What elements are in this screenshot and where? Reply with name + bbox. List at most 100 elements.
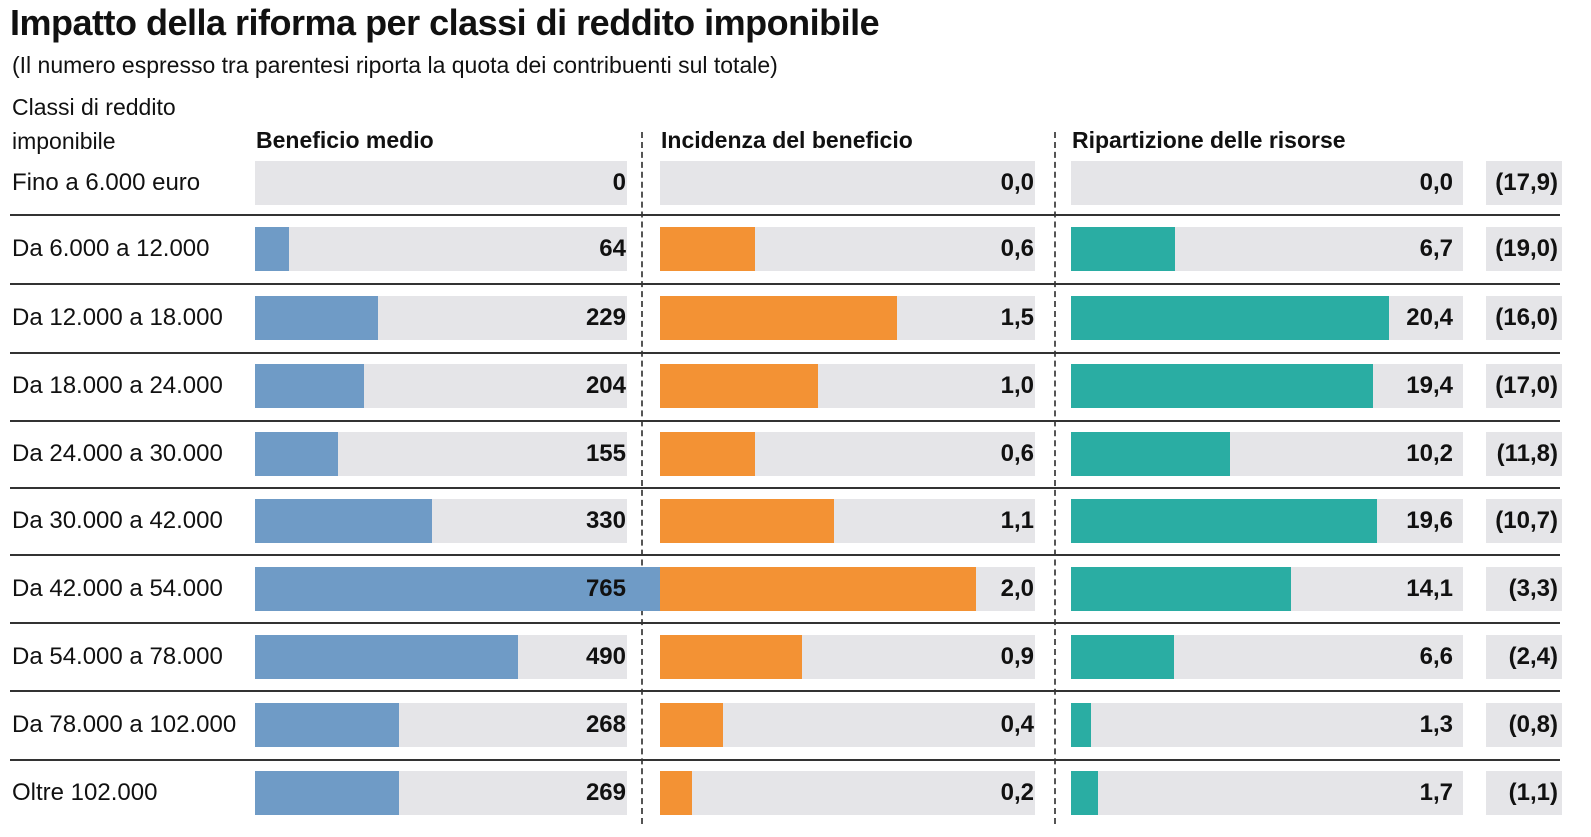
bar-track bbox=[660, 364, 1035, 408]
bar-track bbox=[1071, 296, 1463, 340]
bar-track bbox=[255, 364, 627, 408]
bar-track bbox=[255, 296, 627, 340]
bar-track bbox=[255, 432, 627, 476]
data-label: 2,0 bbox=[1000, 575, 1034, 602]
data-label: 155 bbox=[585, 440, 626, 467]
row-separator bbox=[10, 759, 1560, 761]
column-separator bbox=[1054, 132, 1056, 824]
bar-track bbox=[660, 567, 1035, 611]
taxpayer-share-label: (10,7) bbox=[1486, 499, 1562, 543]
column-header-incidenza: Incidenza del beneficio bbox=[661, 127, 913, 153]
data-label: 269 bbox=[585, 779, 626, 806]
data-label: 0,6 bbox=[1000, 235, 1034, 262]
data-label: 0 bbox=[612, 169, 626, 196]
chart-subtitle: (Il numero espresso tra parentesi riport… bbox=[12, 52, 778, 78]
data-label: 6,6 bbox=[1419, 643, 1453, 670]
data-label: 6,7 bbox=[1419, 235, 1453, 262]
data-label: 229 bbox=[585, 304, 626, 331]
bar-track bbox=[1071, 567, 1463, 611]
bar bbox=[660, 771, 692, 815]
data-label: 19,4 bbox=[1406, 372, 1453, 399]
bar bbox=[660, 296, 897, 340]
bar-track bbox=[660, 635, 1035, 679]
data-label: 1,7 bbox=[1419, 779, 1453, 806]
data-label: 20,4 bbox=[1406, 304, 1453, 331]
bar bbox=[1071, 567, 1291, 611]
data-label: 0,2 bbox=[1000, 779, 1034, 806]
bar-track bbox=[255, 499, 627, 543]
category-label: Da 30.000 a 42.000 bbox=[12, 507, 223, 534]
category-label: Da 24.000 a 30.000 bbox=[12, 440, 223, 467]
row-separator bbox=[10, 420, 1560, 422]
bar bbox=[255, 635, 518, 679]
bar-track bbox=[1071, 432, 1463, 476]
taxpayer-share-label: (1,1) bbox=[1486, 771, 1562, 815]
chart-title: Impatto della riforma per classi di redd… bbox=[10, 2, 880, 43]
bar-track bbox=[255, 703, 627, 747]
data-label: 765 bbox=[585, 575, 626, 602]
category-label: Da 78.000 a 102.000 bbox=[12, 711, 237, 738]
category-label: Da 54.000 a 78.000 bbox=[12, 643, 223, 670]
data-label: 268 bbox=[585, 711, 626, 738]
data-label: 490 bbox=[585, 643, 626, 670]
bar-track bbox=[255, 227, 627, 271]
data-label: 1,1 bbox=[1000, 507, 1034, 534]
bar bbox=[255, 296, 378, 340]
row-separator bbox=[10, 554, 1560, 556]
bar-track bbox=[660, 771, 1035, 815]
data-label: 0,6 bbox=[1000, 440, 1034, 467]
category-label: Da 6.000 a 12.000 bbox=[12, 235, 210, 262]
bar bbox=[255, 567, 665, 611]
data-label: 0,0 bbox=[1419, 169, 1453, 196]
bar bbox=[660, 499, 834, 543]
data-label: 64 bbox=[599, 235, 626, 262]
category-label: Fino a 6.000 euro bbox=[12, 169, 201, 196]
bar-track bbox=[1071, 635, 1463, 679]
bar bbox=[1071, 635, 1174, 679]
bar bbox=[1071, 227, 1176, 271]
taxpayer-share-label: (17,0) bbox=[1486, 364, 1562, 408]
category-label: Da 12.000 a 18.000 bbox=[12, 304, 223, 331]
row-separator bbox=[10, 214, 1560, 216]
bar bbox=[255, 771, 400, 815]
bar bbox=[255, 703, 399, 747]
bar-track bbox=[660, 499, 1035, 543]
bar bbox=[1071, 296, 1389, 340]
taxpayer-share-label: (3,3) bbox=[1486, 567, 1562, 611]
bar-track bbox=[255, 771, 627, 815]
row-header: Classi di reddito imponibile bbox=[12, 94, 176, 154]
bar bbox=[660, 703, 724, 747]
row-separator bbox=[10, 487, 1560, 489]
data-label: 19,6 bbox=[1406, 507, 1453, 534]
data-label: 14,1 bbox=[1406, 575, 1453, 602]
bar bbox=[660, 567, 976, 611]
data-label: 10,2 bbox=[1406, 440, 1453, 467]
bar-track bbox=[1071, 771, 1463, 815]
bar bbox=[660, 432, 755, 476]
bar-track bbox=[660, 296, 1035, 340]
bar-track bbox=[255, 161, 627, 205]
row-separator bbox=[10, 622, 1560, 624]
data-label: 1,5 bbox=[1000, 304, 1034, 331]
bar bbox=[255, 432, 339, 476]
bar-track bbox=[255, 567, 665, 611]
bar-track bbox=[660, 227, 1035, 271]
bar bbox=[255, 364, 365, 408]
taxpayer-share-label: (11,8) bbox=[1486, 432, 1562, 476]
category-label: Oltre 102.000 bbox=[12, 779, 158, 806]
data-label: 0,4 bbox=[1000, 711, 1034, 738]
bar bbox=[1071, 703, 1092, 747]
bar bbox=[255, 499, 432, 543]
data-label: 0,9 bbox=[1000, 643, 1034, 670]
bar-track bbox=[1071, 703, 1463, 747]
bar bbox=[1071, 364, 1374, 408]
bar-track bbox=[1071, 364, 1463, 408]
data-label: 1,0 bbox=[1000, 372, 1034, 399]
bar bbox=[660, 227, 755, 271]
taxpayer-share-label: (16,0) bbox=[1486, 296, 1562, 340]
bar bbox=[1071, 499, 1377, 543]
data-label: 204 bbox=[585, 372, 626, 399]
column-header-beneficio-medio: Beneficio medio bbox=[256, 127, 434, 153]
bar bbox=[1071, 432, 1230, 476]
column-header-ripartizione: Ripartizione delle risorse bbox=[1072, 127, 1346, 153]
